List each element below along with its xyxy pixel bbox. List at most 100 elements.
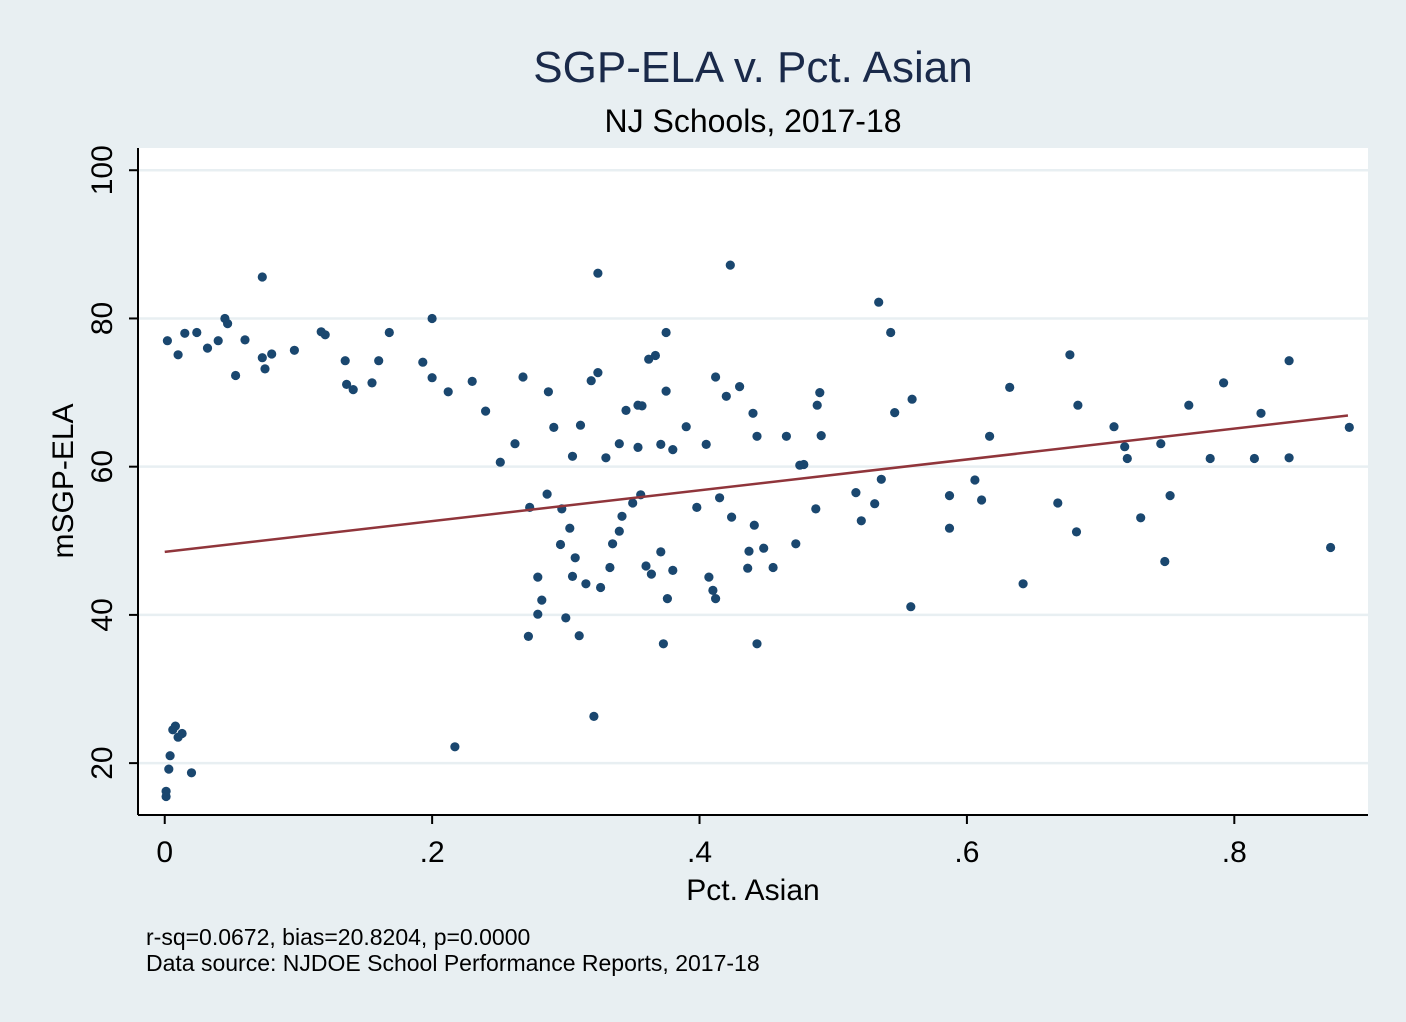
scatter-point <box>637 401 647 411</box>
scatter-point <box>593 268 603 278</box>
scatter-point <box>621 405 631 415</box>
scatter-point <box>1136 513 1146 523</box>
scatter-point <box>231 370 241 381</box>
scatter-point <box>608 539 618 549</box>
scatter-point <box>815 388 825 398</box>
scatter-point <box>668 445 678 455</box>
scatter-point <box>752 431 762 441</box>
scatter-point <box>533 609 543 619</box>
scatter-point <box>1184 400 1194 410</box>
scatter-point <box>701 439 711 449</box>
scatter-point <box>510 439 520 449</box>
scatter-point <box>970 475 980 485</box>
scatter-point <box>1005 382 1015 392</box>
scatter-point <box>1165 491 1175 501</box>
scatter-point <box>549 422 559 432</box>
note-line-2: Data source: NJDOE School Performance Re… <box>146 950 760 976</box>
scatter-point <box>614 526 624 536</box>
fit-line-layer <box>164 414 1349 554</box>
scatter-point <box>481 406 491 416</box>
scatter-point <box>633 442 643 452</box>
scatter-point <box>601 453 611 463</box>
scatter-point <box>374 356 384 366</box>
x-axis-title: Pct. Asian <box>686 874 819 907</box>
scatter-point <box>384 327 394 338</box>
scatter-point <box>658 639 669 649</box>
scatter-point <box>495 457 505 467</box>
scatter-point <box>342 379 352 389</box>
y-tick-label: 40 <box>86 598 119 631</box>
scatter-point <box>944 523 955 533</box>
scatter-point <box>443 387 453 397</box>
scatter-point <box>1284 356 1294 366</box>
scatter-point <box>641 561 651 571</box>
scatter-point <box>467 376 477 386</box>
scatter-point <box>561 613 571 623</box>
scatter-point <box>257 272 267 282</box>
scatter-point <box>186 768 197 778</box>
scatter-point <box>1219 378 1229 388</box>
points-layer <box>161 260 1354 802</box>
scatter-point <box>240 335 250 345</box>
scatter-point <box>650 350 661 361</box>
scatter-point <box>692 502 702 512</box>
scatter-point <box>781 431 792 441</box>
scatter-point <box>1071 527 1082 537</box>
scatter-point <box>816 431 826 441</box>
scatter-point <box>617 511 627 521</box>
scatter-point <box>874 297 884 307</box>
scatter-point <box>427 313 437 324</box>
scatter-point <box>1120 442 1130 452</box>
scatter-point <box>886 327 896 338</box>
scatter-point <box>715 493 725 503</box>
x-tick-label: .2 <box>420 836 445 869</box>
scatter-point <box>799 459 809 470</box>
scatter-point <box>162 336 172 346</box>
scatter-point <box>851 488 861 498</box>
scatter-point <box>1109 422 1119 432</box>
scatter-point <box>661 386 671 396</box>
scatter-point <box>876 474 886 484</box>
scatter-point <box>418 357 428 367</box>
scatter-point <box>213 336 223 346</box>
scatter-point <box>202 343 213 353</box>
scatter-point <box>711 372 721 382</box>
y-tick-label: 80 <box>86 302 119 335</box>
axes-layer: 20 40 60 80 100 0 .2 .4 .6 .8 <box>86 145 1368 869</box>
scatter-point <box>537 595 547 605</box>
scatter-point <box>628 498 638 508</box>
scatter-point <box>543 387 554 397</box>
scatter-point <box>791 539 801 549</box>
scatter-point <box>661 327 671 338</box>
scatter-point <box>681 422 691 432</box>
scatter-point <box>1249 453 1259 464</box>
scatter-point <box>614 439 624 449</box>
x-tick-label: .8 <box>1222 836 1247 869</box>
scatter-point <box>1284 453 1294 463</box>
scatter-point <box>725 260 735 270</box>
scatter-point <box>870 499 880 509</box>
scatter-point <box>605 562 615 573</box>
scatter-point <box>542 489 552 499</box>
scatter-point <box>348 385 358 395</box>
scatter-point <box>1073 400 1083 410</box>
scatter-point <box>567 451 578 461</box>
scatter-point <box>257 353 267 363</box>
scatter-point <box>450 742 460 752</box>
scatter-point <box>427 373 437 383</box>
scatter-point <box>567 571 578 582</box>
grid-layer <box>138 168 1368 765</box>
scatter-point <box>1156 439 1166 449</box>
scatter-point <box>711 594 721 604</box>
scatter-point <box>856 516 866 526</box>
scatter-point <box>812 400 822 410</box>
scatter-point <box>1018 579 1028 589</box>
scatter-point <box>644 354 654 364</box>
scatter-point <box>1344 422 1354 432</box>
scatter-point <box>565 523 575 533</box>
scatter-point <box>743 563 753 573</box>
scatter-point <box>596 582 606 593</box>
scatter-point <box>533 572 543 582</box>
scatter-point <box>523 631 534 642</box>
